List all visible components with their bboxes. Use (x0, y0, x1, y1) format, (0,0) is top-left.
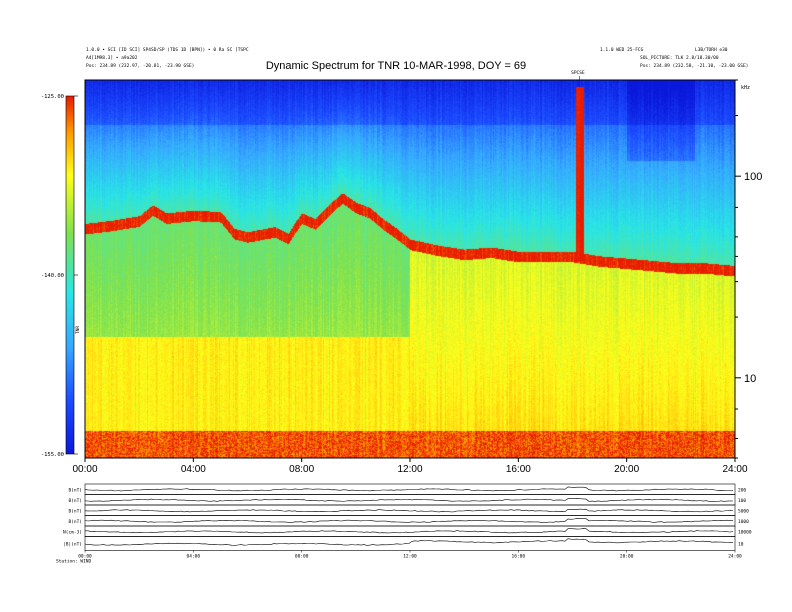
lower-x-tick-label: 24:00 (728, 554, 742, 560)
lower-x-tick-label: 04:00 (187, 554, 201, 560)
header-right-line2: L3B/TORH e30 (695, 48, 728, 53)
colorbar-frame (65, 95, 75, 455)
colorbar-tick-label: -140.00 (41, 273, 64, 279)
lower-panel-label: N(cm-3) (63, 529, 82, 535)
lower-panel-right-tick: 10000 (738, 529, 752, 535)
x-tick-label: 20:00 (614, 464, 639, 475)
y-tick-label: 10 (744, 373, 756, 385)
colorbar-tick-label: -155.00 (41, 452, 64, 458)
lower-panel-trace (85, 528, 734, 534)
y-unit-label: kHz (741, 85, 750, 91)
x-tick-label: 00:00 (72, 464, 97, 475)
colorbar (66, 96, 74, 454)
lower-panel-label: |B|(nT) (63, 542, 82, 548)
x-tick-label: 08:00 (289, 464, 314, 475)
x-tick-label: 16:00 (506, 464, 531, 475)
lower-panel-right-tick: 100 (738, 498, 746, 504)
lower-x-tick-label: 12:00 (403, 554, 417, 560)
lower-panel-right-tick: 10 (738, 542, 744, 548)
dynamic-spectrum-heatmap (85, 80, 735, 458)
lower-panel-trace (84, 538, 734, 546)
header-right-line1: 1.1.0 WED 25-FCG (600, 48, 644, 53)
lower-panel-label: B(nT) (68, 508, 82, 514)
header-left-line2: A4[1M98.3] • a9a202 (86, 56, 138, 61)
lower-x-tick-label: 16:00 (512, 554, 526, 560)
lower-panel-right-tick: 5000 (738, 508, 749, 514)
header-left-line1: 1.0.0 • SCI [ID SCI] SP4SD/SP (TDS 1D [B… (86, 48, 249, 53)
lower-panel-right-tick: 200 (738, 487, 746, 493)
lower-panel-footer: Station: WIND (56, 559, 92, 565)
spectrum-frame (84, 79, 736, 459)
lower-panel-label: B(nT) (68, 519, 82, 525)
colorbar-label: TNR (75, 326, 81, 334)
lower-panel-label: B(nT) (68, 498, 82, 504)
lower-panel-label: B(nT) (68, 487, 82, 493)
lower-x-tick-label: 20:00 (620, 554, 634, 560)
lower-panel-trace (84, 518, 734, 523)
header-right-line3: SOL_PICTURE: TLK 2.8/18.30/00 (640, 56, 719, 61)
colorbar-tick-label: -125.00 (41, 94, 64, 100)
chart-title: Dynamic Spectrum for TNR 10-MAR-1998, DO… (265, 60, 527, 72)
lower-panel-frame (84, 504, 736, 516)
lower-panel-trace (84, 508, 734, 513)
lower-x-tick-label: 00:00 (78, 554, 92, 560)
header-left-line3: Pos: 234.89 (232.97, -20.81, -23.90 GSE) (86, 64, 195, 69)
lower-panel-trace (84, 497, 734, 502)
lower-panel-trace (84, 486, 734, 492)
header-right-line4: Pos: 234.89 (232.58, -21.10, -23.00 GSE) (640, 64, 749, 69)
y-tick-label: 100 (744, 171, 762, 183)
x-tick-label: 04:00 (181, 464, 206, 475)
x-tick-label: 24:00 (722, 464, 747, 475)
lower-x-tick-label: 08:00 (295, 554, 309, 560)
event-marker-label: SPCSE (571, 70, 585, 76)
x-tick-label: 12:00 (397, 464, 422, 475)
lower-panel-frame (84, 515, 736, 527)
lower-panel-right-tick: 1000 (738, 519, 749, 525)
